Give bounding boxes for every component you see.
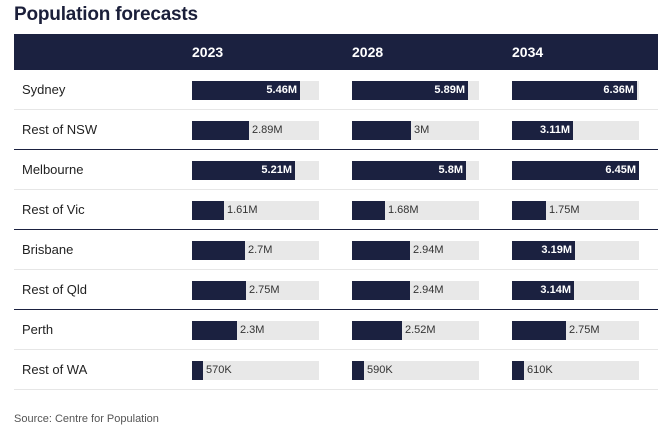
bar-track: 6.45M xyxy=(512,161,639,180)
table-header: 2023 2028 2034 xyxy=(14,34,658,70)
bar-2034 xyxy=(512,321,566,340)
bar-2023 xyxy=(192,161,295,180)
bar-track: 2.94M xyxy=(352,281,479,300)
source-note: Source: Centre for Population xyxy=(14,413,159,425)
bar-2028 xyxy=(352,201,385,220)
table-row: Rest of Qld 2.75M 2.94M 3.14M xyxy=(14,270,658,310)
bar-track: 2.3M xyxy=(192,321,319,340)
bar-value-label: 2.94M xyxy=(413,244,444,256)
region-label: Rest of Vic xyxy=(22,202,85,217)
bar-track: 6.36M xyxy=(512,81,639,100)
bar-2034 xyxy=(512,361,524,380)
bar-2028 xyxy=(352,321,402,340)
year-header-2034: 2034 xyxy=(512,44,544,60)
bar-2023 xyxy=(192,281,246,300)
bar-value-label: 590K xyxy=(367,364,393,376)
region-label: Brisbane xyxy=(22,242,74,257)
bar-track: 570K xyxy=(192,361,319,380)
table-row: Brisbane 2.7M 2.94M 3.19M xyxy=(14,230,658,270)
bar-track: 610K xyxy=(512,361,639,380)
year-header-2023: 2023 xyxy=(192,44,224,60)
bar-value-label: 1.68M xyxy=(388,204,419,216)
bar-track: 5.46M xyxy=(192,81,319,100)
bar-2028 xyxy=(352,281,410,300)
region-label: Rest of Qld xyxy=(22,282,88,297)
table-row: Sydney 5.46M 5.89M 6.36M xyxy=(14,70,658,110)
bar-value-label: 3.11M xyxy=(540,124,570,136)
bar-value-label: 3.14M xyxy=(540,284,571,296)
bar-2023 xyxy=(192,81,300,100)
bar-2034 xyxy=(512,81,637,100)
bar-track: 1.75M xyxy=(512,201,639,220)
bar-2023 xyxy=(192,361,203,380)
bar-2023 xyxy=(192,121,249,140)
bar-2034 xyxy=(512,161,639,180)
bar-value-label: 2.52M xyxy=(405,324,436,336)
bar-value-label: 5.89M xyxy=(434,84,465,96)
table-row: Rest of WA 570K 590K 610K xyxy=(14,350,658,390)
table-row: Perth 2.3M 2.52M 2.75M xyxy=(14,310,658,350)
bar-value-label: 6.45M xyxy=(605,164,636,176)
bar-value-label: 2.3M xyxy=(240,324,265,336)
region-label: Melbourne xyxy=(22,162,84,177)
bar-value-label: 6.36M xyxy=(603,84,634,96)
bar-value-label: 3.19M xyxy=(541,244,572,256)
bar-value-label: 5.8M xyxy=(438,164,463,176)
bar-2028 xyxy=(352,161,466,180)
bar-value-label: 5.46M xyxy=(266,84,297,96)
bar-value-label: 5.21M xyxy=(261,164,292,176)
bar-track: 2.89M xyxy=(192,121,319,140)
bar-track: 3M xyxy=(352,121,479,140)
bar-2023 xyxy=(192,321,237,340)
bar-2028 xyxy=(352,121,411,140)
bar-value-label: 3M xyxy=(414,124,430,136)
bar-value-label: 610K xyxy=(527,364,553,376)
bar-value-label: 1.75M xyxy=(549,204,580,216)
table-row: Rest of Vic 1.61M 1.68M 1.75M xyxy=(14,190,658,230)
forecast-table: 2023 2028 2034 Sydney 5.46M 5.89M 6.36M Rest… xyxy=(14,34,658,390)
bar-track: 590K xyxy=(352,361,479,380)
bar-value-label: 2.75M xyxy=(569,324,600,336)
bar-track: 2.75M xyxy=(192,281,319,300)
bar-track: 5.21M xyxy=(192,161,319,180)
bar-2034 xyxy=(512,241,575,260)
bar-value-label: 570K xyxy=(206,364,232,376)
bar-2023 xyxy=(192,241,245,260)
bar-value-label: 2.7M xyxy=(248,244,273,256)
chart-title: Population forecasts xyxy=(14,4,198,25)
bar-2034 xyxy=(512,281,574,300)
region-label: Sydney xyxy=(22,82,66,97)
bar-track: 1.68M xyxy=(352,201,479,220)
bar-track: 2.52M xyxy=(352,321,479,340)
bar-track: 2.7M xyxy=(192,241,319,260)
bar-2028 xyxy=(352,81,468,100)
bar-value-label: 2.94M xyxy=(413,284,444,296)
bar-track: 3.11M xyxy=(512,121,639,140)
table-row: Melbourne 5.21M 5.8M 6.45M xyxy=(14,150,658,190)
region-label: Rest of WA xyxy=(22,362,88,377)
table-body: Sydney 5.46M 5.89M 6.36M Rest of NSW 2.89M 3M 3… xyxy=(14,70,658,390)
bar-2034 xyxy=(512,121,573,140)
bar-track: 3.19M xyxy=(512,241,639,260)
bar-track: 5.89M xyxy=(352,81,479,100)
bar-2028 xyxy=(352,361,364,380)
region-label: Perth xyxy=(22,322,54,337)
region-label: Rest of NSW xyxy=(22,122,98,137)
bar-track: 2.94M xyxy=(352,241,479,260)
year-header-2028: 2028 xyxy=(352,44,384,60)
bar-value-label: 1.61M xyxy=(227,204,258,216)
bar-track: 3.14M xyxy=(512,281,639,300)
bar-2034 xyxy=(512,201,546,220)
bar-track: 1.61M xyxy=(192,201,319,220)
bar-2023 xyxy=(192,201,224,220)
bar-track: 2.75M xyxy=(512,321,639,340)
bar-track: 5.8M xyxy=(352,161,479,180)
bar-2028 xyxy=(352,241,410,260)
bar-value-label: 2.75M xyxy=(249,284,280,296)
bar-value-label: 2.89M xyxy=(252,124,283,136)
table-row: Rest of NSW 2.89M 3M 3.11M xyxy=(14,110,658,150)
